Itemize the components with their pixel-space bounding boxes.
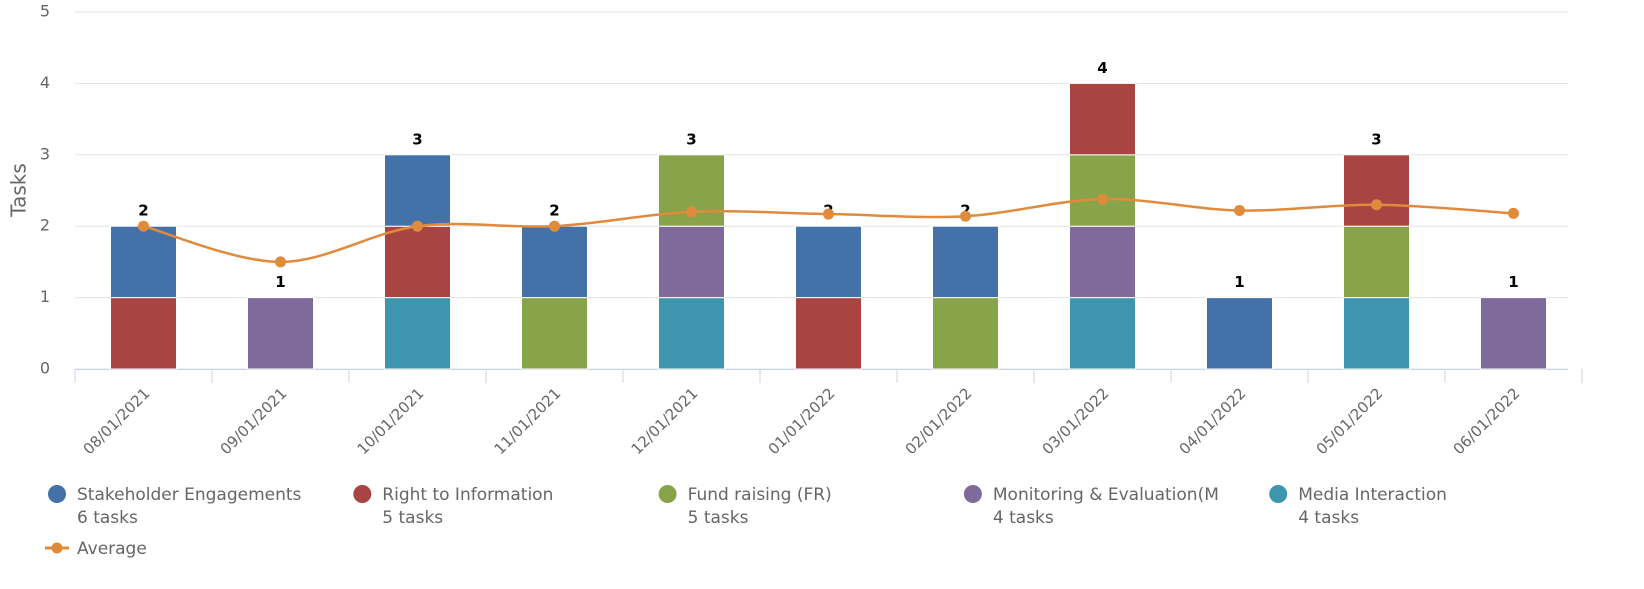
legend-label: Media Interaction — [1298, 485, 1447, 505]
x-tick-label: 11/01/2021 — [491, 384, 565, 458]
x-tick-label: 04/01/2022 — [1176, 384, 1250, 458]
bar-segment — [1069, 154, 1136, 227]
x-tick-label: 05/01/2022 — [1313, 384, 1387, 458]
bar-segment — [384, 154, 451, 227]
bar-segment — [247, 297, 314, 370]
average-point — [686, 206, 697, 218]
legend-sublabel: 4 tasks — [1298, 508, 1359, 528]
legend-swatch — [963, 485, 982, 503]
legend-swatch — [51, 542, 63, 554]
total-label: 3 — [1371, 130, 1381, 148]
bar-segment — [1343, 154, 1410, 227]
x-tick-label: 10/01/2021 — [354, 384, 428, 458]
y-axis-label: Tasks — [7, 163, 31, 218]
bar-segment — [795, 297, 862, 370]
y-tick-label: 0 — [40, 359, 50, 378]
bar-segment — [384, 297, 451, 370]
bar-segment — [932, 225, 999, 299]
legend-swatch — [658, 485, 677, 503]
legend-swatch — [48, 485, 66, 503]
average-point — [275, 256, 286, 268]
average-point — [1097, 193, 1108, 205]
bar-segment — [932, 297, 999, 370]
total-label: 3 — [686, 130, 696, 148]
x-tick-label: 02/01/2022 — [902, 384, 976, 458]
y-tick-label: 2 — [40, 216, 50, 235]
x-tick-label: 08/01/2021 — [80, 384, 154, 458]
bar-segment — [110, 297, 177, 370]
legend-sublabel: 5 tasks — [688, 508, 749, 528]
x-tick-label: 09/01/2021 — [217, 384, 291, 458]
legend-sublabel: 6 tasks — [77, 508, 138, 528]
legend-label: Right to Information — [382, 485, 553, 505]
average-point — [1234, 204, 1245, 216]
total-label: 2 — [549, 202, 559, 220]
bar-segment — [1069, 225, 1136, 299]
y-tick-label: 4 — [40, 73, 50, 92]
bar-segment — [658, 297, 725, 370]
total-label: 2 — [960, 202, 970, 220]
legend-swatch — [353, 485, 372, 503]
legend-label: Stakeholder Engagements — [77, 485, 302, 505]
bar-segment — [110, 225, 177, 299]
legend-sublabel: 4 tasks — [993, 508, 1054, 528]
y-tick-label: 1 — [40, 287, 50, 306]
total-label: 2 — [138, 202, 148, 220]
x-tick-label: 01/01/2022 — [765, 384, 839, 458]
x-tick-label: 06/01/2022 — [1450, 384, 1524, 458]
bar-segment — [795, 225, 862, 299]
average-point — [960, 210, 971, 222]
bar-segment — [1069, 297, 1136, 370]
legend-swatch — [1269, 485, 1288, 503]
legend-label: Monitoring & Evaluation(M — [993, 485, 1219, 505]
average-point — [412, 220, 423, 232]
bar-segment — [1206, 297, 1273, 370]
total-label: 1 — [1508, 273, 1518, 291]
legend-label: Fund raising (FR) — [688, 485, 832, 505]
legend-sublabel: 5 tasks — [382, 508, 443, 528]
y-tick-label: 5 — [40, 2, 50, 21]
bar-segment — [1343, 225, 1410, 299]
average-point — [138, 220, 149, 232]
total-label: 3 — [412, 130, 422, 148]
average-point — [1371, 199, 1382, 211]
bar-segment — [1343, 297, 1410, 370]
bar-segment — [521, 225, 588, 299]
average-point — [549, 220, 560, 232]
x-tick-label: 03/01/2022 — [1039, 384, 1113, 458]
x-tick-label: 12/01/2021 — [628, 384, 702, 458]
average-point — [823, 208, 834, 220]
total-label: 1 — [1234, 273, 1244, 291]
average-point — [1508, 207, 1519, 219]
bar-segment — [384, 225, 451, 299]
bar-segment — [521, 297, 588, 370]
bar-segment — [658, 225, 725, 299]
bar-segment — [1480, 297, 1547, 370]
legend-label: Average — [77, 539, 147, 559]
total-label: 1 — [275, 273, 285, 291]
y-tick-label: 3 — [40, 144, 50, 163]
bar-segment — [1069, 82, 1136, 156]
total-label: 4 — [1097, 59, 1107, 77]
